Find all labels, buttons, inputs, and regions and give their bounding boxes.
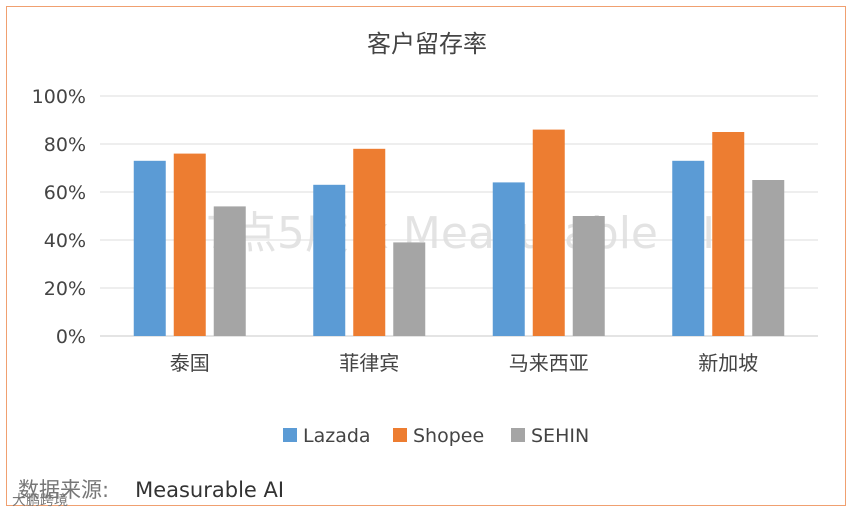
y-axis-ticks: 0% 20% 40% 60% 80% 100% xyxy=(32,86,86,348)
chart-title: 客户留存率 xyxy=(367,30,487,58)
x-tick-label: 新加坡 xyxy=(698,351,758,375)
data-source-label: 数据来源: xyxy=(18,478,110,502)
y-tick-label: 40% xyxy=(44,230,86,252)
legend-label: Lazada xyxy=(303,425,371,447)
data-source: 数据来源: Measurable AI xyxy=(18,474,284,504)
bars xyxy=(133,129,785,336)
watermark: 7点5度 x Measurable AI xyxy=(205,208,715,259)
data-source-value: Measurable AI xyxy=(135,478,285,502)
legend-label: Shopee xyxy=(413,425,484,447)
bar-lazada xyxy=(133,160,166,336)
legend-swatch xyxy=(511,428,525,442)
y-tick-label: 0% xyxy=(56,326,86,348)
bar-lazada xyxy=(313,184,346,336)
x-axis-labels: 泰国 菲律宾 马来西亚 新加坡 xyxy=(170,351,759,375)
legend-label: SEHIN xyxy=(531,425,589,447)
y-tick-label: 100% xyxy=(32,86,86,108)
bar-sehin xyxy=(213,206,246,336)
bar-shopee xyxy=(532,129,565,336)
x-tick-label: 泰国 xyxy=(170,351,210,375)
x-tick-label: 马来西亚 xyxy=(509,351,589,375)
bar-sehin xyxy=(393,242,426,336)
bar-sehin xyxy=(752,180,785,336)
bar-sehin xyxy=(572,216,605,336)
bar-lazada xyxy=(672,160,705,336)
legend-swatch xyxy=(283,428,297,442)
y-tick-label: 20% xyxy=(44,278,86,300)
x-tick-label: 菲律宾 xyxy=(339,351,399,375)
bar-shopee xyxy=(712,132,745,336)
bar-shopee xyxy=(353,148,386,336)
bar-shopee xyxy=(173,153,206,336)
legend: Lazada Shopee SEHIN xyxy=(283,425,589,447)
y-tick-label: 80% xyxy=(44,134,86,156)
bar-lazada xyxy=(492,182,525,336)
legend-swatch xyxy=(393,428,407,442)
y-tick-label: 60% xyxy=(44,182,86,204)
weibo-watermark: 大鹏跨境 xyxy=(12,493,68,509)
